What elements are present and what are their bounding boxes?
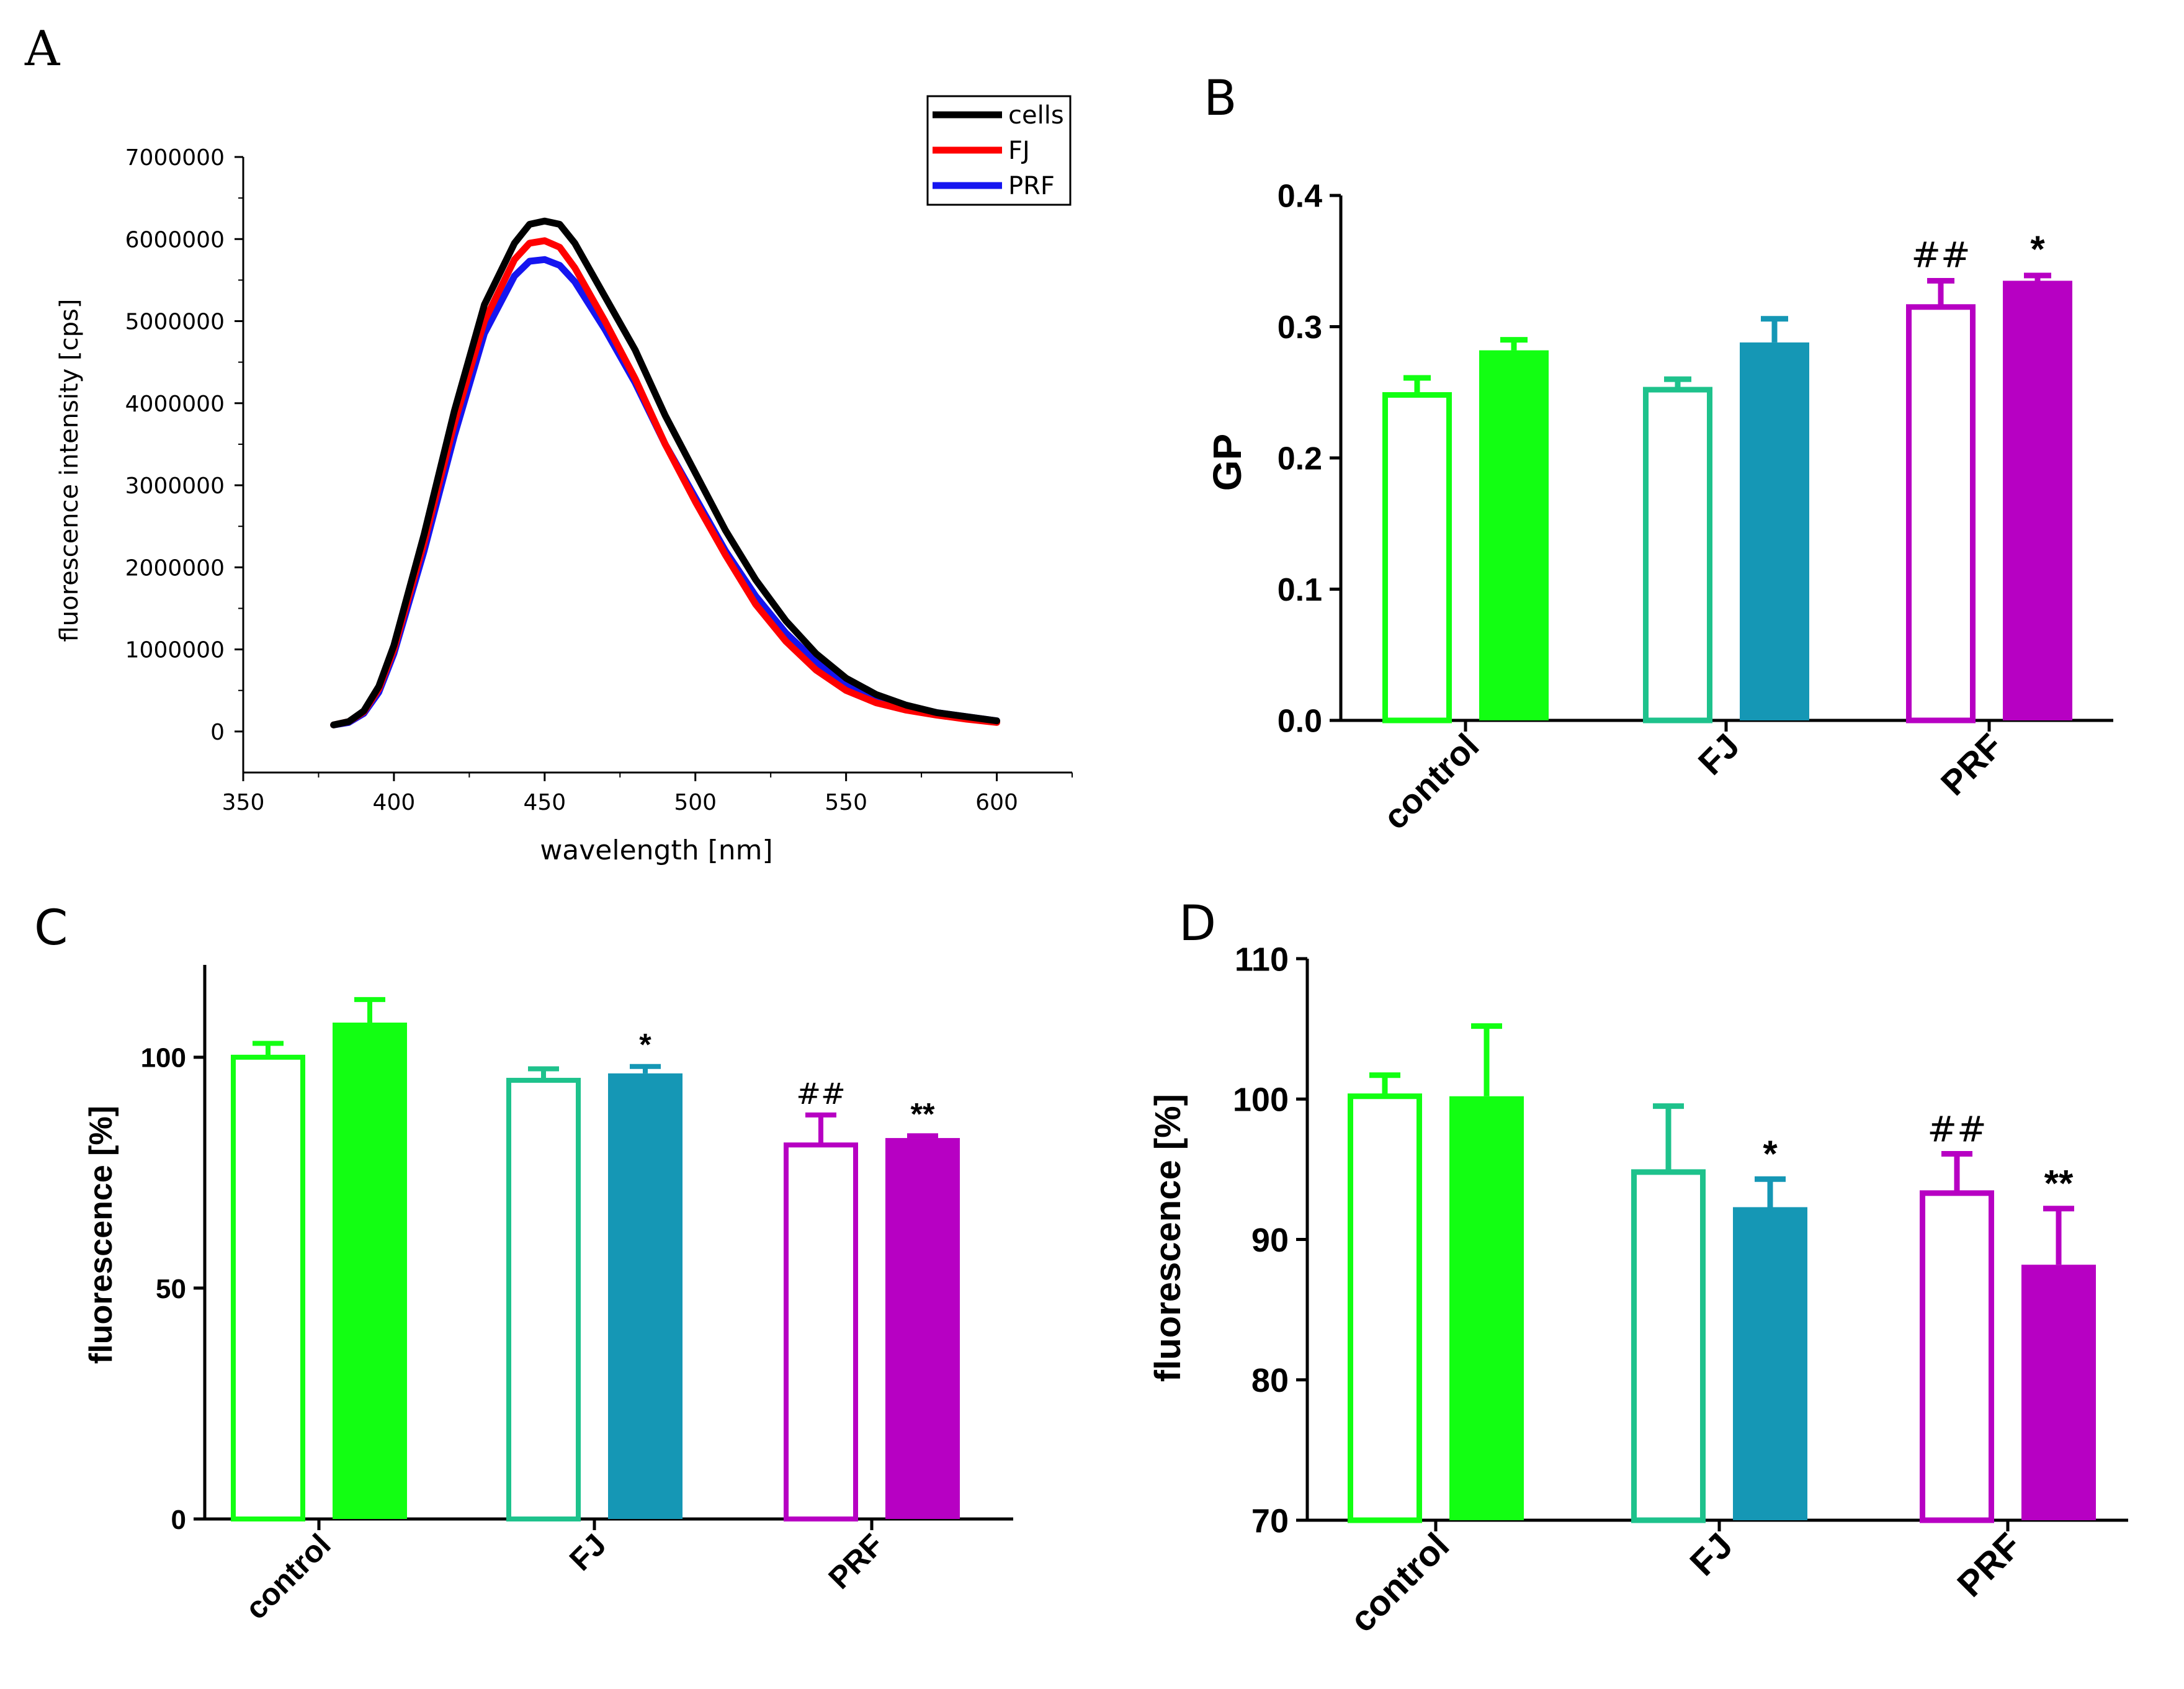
bar-open-fj [1643,387,1712,724]
bar-open-fj [1631,1169,1706,1523]
category-label-fj: FJ [1682,1525,1740,1584]
bar-open-fj [506,1078,581,1521]
significance-marker: * [1763,1133,1778,1175]
category-label-control: control [238,1527,337,1626]
significance-marker: ** [2044,1163,2074,1204]
y-tick-label: 7000000 [125,145,225,171]
y-tick-label: 50 [156,1274,186,1304]
y-tick-label: 0.2 [1278,441,1322,477]
category-label-control: control [1342,1525,1457,1640]
bar-open-prf [1920,1190,1994,1523]
bar-open-control [231,1054,305,1522]
y-tick-label: 0.3 [1278,310,1322,346]
series-line-cells [330,217,1000,728]
panel-b-letter: B [1204,71,1237,127]
bar-filled-prf [885,1138,960,1519]
significance-marker: ## [796,1077,846,1111]
x-tick-label: 550 [825,790,867,815]
bar-filled-prf [2003,280,2072,721]
y-tick-label: 90 [1251,1222,1289,1259]
significance-marker: * [2030,228,2045,270]
bar-open-prf [784,1142,858,1521]
bar-filled-control [1449,1096,1524,1520]
y-axis-label: fluorescence [%] [1148,1094,1188,1382]
y-tick-label: 110 [1235,941,1289,978]
bar-filled-prf [2021,1265,2096,1520]
panel-a-letter: A [24,21,61,77]
significance-marker: ## [1911,235,1971,276]
x-tick-label: 500 [674,790,717,815]
category-label-prf: PRF [1949,1525,2029,1605]
panel-c-letter: C [34,900,68,956]
y-tick-label: 2000000 [125,555,225,581]
y-tick-label: 100 [141,1043,186,1073]
legend-label: FJ [1008,137,1030,165]
series-line-fj [330,237,1000,728]
significance-marker: ** [911,1096,935,1131]
y-tick-label: 100 [1233,1082,1289,1119]
bar-filled-control [1479,350,1549,720]
panel-d-letter: D [1179,896,1216,952]
panel-c-bar-chart: fluorescence [%] 0 50 100 control FJ PRF * ## ** [83,965,1013,1626]
y-axis-label: GP [1205,434,1250,491]
category-label-prf: PRF [821,1527,890,1595]
y-tick-label: 1000000 [125,638,225,663]
significance-marker: ## [1927,1109,1987,1150]
panel-b-bar-chart: GP 0.0 0.1 0.2 0.3 0.4 control FJ PRF ## * [1205,179,2113,837]
bar-open-prf [1906,304,1976,724]
bar-filled-control [333,1023,407,1519]
y-axis-label: fluorescence intensity [cps] [55,299,84,642]
y-axis-label: fluorescence [%] [83,1106,119,1364]
x-tick-label: 400 [373,790,416,815]
x-tick-label: 350 [222,790,265,815]
category-label-prf: PRF [1933,726,2010,803]
category-label-control: control [1376,726,1487,837]
bar-filled-fj [1740,342,1809,720]
x-axis-label: wavelength [nm] [540,835,772,866]
y-tick-label: 0 [210,720,225,745]
y-tick-label: 6000000 [125,227,225,253]
y-tick-label: 4000000 [125,392,225,417]
panel-d-bar-chart: fluorescence [%] 70 80 90 100 110 control FJ PR… [1148,941,2128,1640]
y-tick-label: 0 [171,1505,186,1535]
y-tick-label: 70 [1251,1502,1289,1539]
legend-label: PRF [1008,172,1055,200]
x-tick-label: 600 [975,790,1018,815]
category-label-fj: FJ [563,1527,613,1577]
bar-open-control [1382,392,1452,724]
legend-label: cells [1008,101,1064,130]
category-label-fj: FJ [1691,726,1747,782]
bar-open-control [1348,1093,1422,1523]
panel-a-line-chart: cells FJ PRF wavelength [nm] fluorescence … [55,95,1073,866]
x-tick-label: 450 [523,790,566,815]
legend: cells FJ PRF [926,95,1072,206]
significance-marker: * [639,1028,651,1062]
y-tick-label: 5000000 [125,310,225,335]
y-tick-label: 3000000 [125,473,225,499]
y-tick-label: 0.1 [1278,572,1322,608]
bar-filled-fj [608,1073,682,1519]
y-tick-label: 80 [1251,1362,1289,1399]
y-tick-label: 0.4 [1278,179,1322,215]
bar-filled-fj [1733,1207,1807,1520]
y-tick-label: 0.0 [1278,704,1322,740]
